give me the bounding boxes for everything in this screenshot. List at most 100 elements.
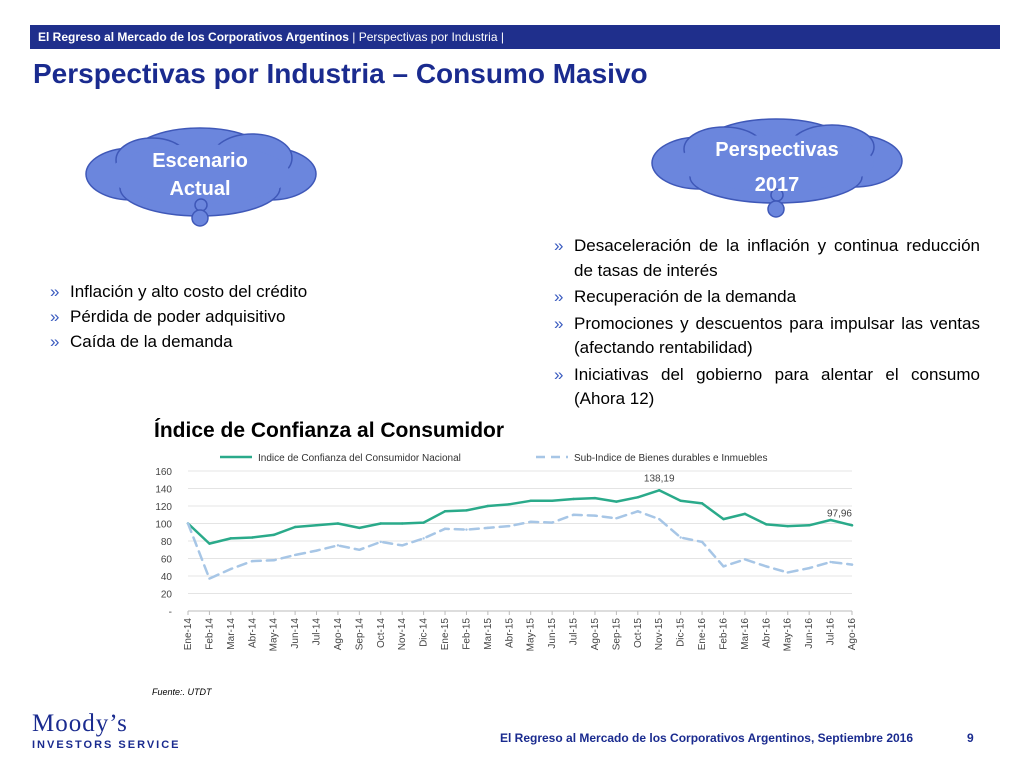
data-point [508,503,511,506]
list-item: » Iniciativas del gobierno para alentar e… [548,363,980,412]
data-point [379,522,382,525]
data-point [550,499,554,502]
data-point [765,523,768,526]
data-point [422,521,425,524]
x-tick-label: Ago-16 [847,618,858,651]
bullet-text: Inflación y alto costo del crédito [70,282,308,301]
data-point [550,521,554,524]
bullet-marker: » [50,282,60,301]
bullet-marker: » [554,313,564,333]
series-line-confianza [186,489,854,545]
data-point [658,517,661,521]
data-point [208,577,211,580]
x-tick-label: Jul-15 [569,618,580,646]
data-point [786,571,789,574]
data-point [486,526,490,530]
bullet-marker: » [554,236,564,255]
x-tick-label: Mar-15 [483,618,494,650]
data-point [593,514,597,517]
logo-subtitle: INVESTORS SERVICE [32,739,181,751]
data-point [336,544,340,547]
data-label: 138,19 [644,473,675,484]
data-point [572,497,575,501]
page-title: Perspectivas por Industria – Consumo Mas… [33,58,648,89]
legend-label: Sub-Indice de Bienes durables e Inmueble… [574,453,767,464]
x-tick-label: Oct-15 [633,618,644,648]
x-tick-label: Feb-15 [461,618,472,650]
x-tick-label: Abr-15 [504,618,515,648]
x-tick-label: Abr-16 [761,618,772,648]
data-point [529,499,532,502]
header-bar: El Regreso al Mercado de los Corporativo… [30,25,1000,49]
escenario-cloud: Escenario Actual [82,122,318,232]
data-point [807,524,811,527]
bullet-text: Pérdida de poder adquisitivo [70,307,286,326]
data-point [508,524,511,528]
series-line-bienes-durables [186,510,854,580]
data-point [358,548,361,551]
data-point [700,502,704,505]
consumer-confidence-chart: - 20 40 60 80 100 120 140 160 Ene-14 Feb-14 Mar-14 A… [155,453,858,652]
escenario-bullet-list: » Inflación y alto costo del crédito » Pér… [44,279,374,354]
data-point [615,517,618,520]
data-label: 97,96 [827,508,852,519]
data-point [486,504,490,508]
x-tick-label: Mar-14 [226,618,237,650]
data-point [700,540,704,544]
escenario-line2: Actual [169,178,231,200]
page-number: 9 [967,731,974,745]
y-tick-label: 20 [161,590,173,601]
data-point [443,527,447,530]
legend-label: Indice de Confianza del Consumidor Nacio… [258,453,461,464]
x-tick-label: May-15 [526,618,537,652]
data-point [422,537,425,540]
x-tick-label: Jul-14 [312,618,323,646]
data-point [358,526,361,530]
data-point [315,549,318,552]
cloud-shape-icon [651,118,903,218]
y-tick-label: 160 [155,467,172,478]
bullet-text: Desaceleración de la inflación y continu… [574,236,980,280]
y-tick-label: 80 [161,537,173,548]
bullet-text: Recuperación de la demanda [574,287,797,306]
data-point [251,536,254,539]
x-tick-label: Ene-16 [697,618,708,651]
perspectivas-bullet-list: » Desaceleración de la inflación y contin… [548,234,980,414]
x-tick-label: Nov-15 [654,618,665,651]
data-point [636,496,640,499]
list-item: » Desaceleración de la inflación y contin… [548,234,980,283]
y-tick-label: - [169,607,172,618]
data-point [679,499,682,502]
data-point [850,563,854,566]
y-tick-label: 140 [155,485,172,496]
escenario-line1: Escenario [152,150,248,172]
data-point [743,512,747,516]
bullet-marker: » [50,307,60,326]
x-tick-label: Ago-15 [590,618,601,651]
y-tick-label: 120 [155,502,172,513]
data-point [315,524,318,527]
perspectivas-line1: Perspectivas [715,139,839,161]
data-point [251,559,254,563]
data-point [658,489,661,492]
data-point [208,542,211,545]
y-tick-label: 40 [161,572,173,583]
data-point [829,518,832,522]
data-point [465,509,468,512]
list-item: » Inflación y alto costo del crédito [44,279,374,304]
data-point [786,524,789,528]
data-point [765,565,768,568]
data-point [850,524,854,527]
list-item: » Promociones y descuentos para impulsar … [548,312,980,361]
x-tick-label: Feb-14 [204,618,215,650]
list-item: » Pérdida de poder adquisitivo [44,304,374,329]
header-bar-title: El Regreso al Mercado de los Corporativo… [38,30,349,44]
perspectivas-line2: 2017 [754,174,800,196]
bullet-marker: » [50,332,60,351]
list-item: » Recuperación de la demanda [548,285,980,310]
data-point [272,533,275,537]
data-point [743,558,747,561]
data-point [807,566,811,570]
data-point [615,500,618,503]
perspectivas-cloud: Perspectivas 2017 [648,115,906,221]
